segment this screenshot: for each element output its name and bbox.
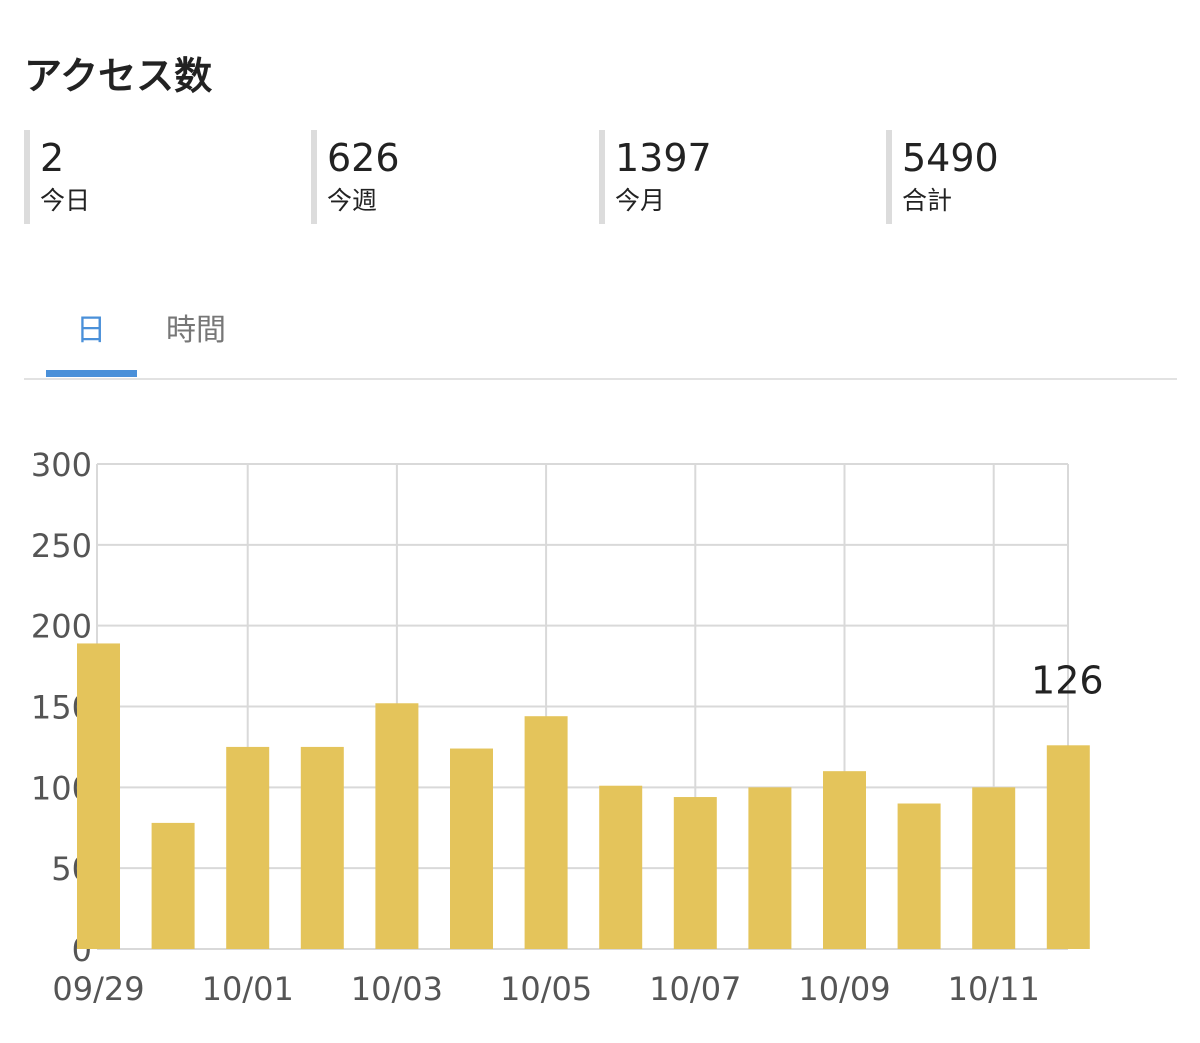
stat-week: 626 今週 <box>311 130 581 224</box>
x-tick-label: 10/01 <box>202 970 294 1008</box>
stats-summary: 2 今日 626 今週 1397 今月 5490 合計 <box>0 130 1200 225</box>
stat-week-label: 今週 <box>327 186 378 215</box>
stat-total-label: 合計 <box>902 186 953 215</box>
bar-10-05 <box>524 716 568 949</box>
stat-month: 1397 今月 <box>599 130 869 224</box>
bar-10-06 <box>599 785 643 949</box>
bar-10-04 <box>450 748 493 949</box>
stat-total-value: 5490 <box>902 136 999 180</box>
stat-today-label: 今日 <box>40 186 91 215</box>
bar-10-03 <box>375 703 419 949</box>
y-tick-label: 300 <box>31 446 92 484</box>
stat-total: 5490 合計 <box>886 130 1156 224</box>
bar-10-12 <box>1046 745 1090 949</box>
y-tick-label: 200 <box>31 608 92 646</box>
y-tick-label: 250 <box>31 527 92 565</box>
stat-month-value: 1397 <box>615 136 712 180</box>
tab-hour[interactable]: 時間 <box>166 313 226 348</box>
bar-10-07 <box>673 797 717 949</box>
bar-10-02 <box>300 746 344 949</box>
bar-value-annotation: 126 <box>1031 658 1104 702</box>
x-tick-label: 09/29 <box>52 970 144 1008</box>
stat-today-value: 2 <box>40 136 65 180</box>
x-tick-label: 10/03 <box>351 970 443 1008</box>
tab-day[interactable]: 日 <box>76 313 106 348</box>
stat-week-value: 626 <box>327 136 400 180</box>
bar-10-11 <box>972 787 1016 949</box>
bar-10-10 <box>897 803 941 949</box>
active-tab-indicator <box>46 370 137 377</box>
stat-month-label: 今月 <box>615 186 666 215</box>
bar-10-01 <box>226 746 270 949</box>
bar-09-30 <box>151 822 195 949</box>
x-tick-label: 10/09 <box>798 970 890 1008</box>
x-tick-label: 10/11 <box>948 970 1040 1008</box>
bar-10-09 <box>823 771 866 949</box>
tabs-divider <box>24 378 1177 380</box>
bar-09-29 <box>77 643 120 949</box>
x-tick-label: 10/05 <box>500 970 592 1008</box>
stat-today: 2 今日 <box>24 130 294 224</box>
range-tabs: 日 時間 <box>0 300 1200 382</box>
x-tick-label: 10/07 <box>649 970 741 1008</box>
page-title: アクセス数 <box>24 54 213 98</box>
bar-10-08 <box>748 787 792 949</box>
